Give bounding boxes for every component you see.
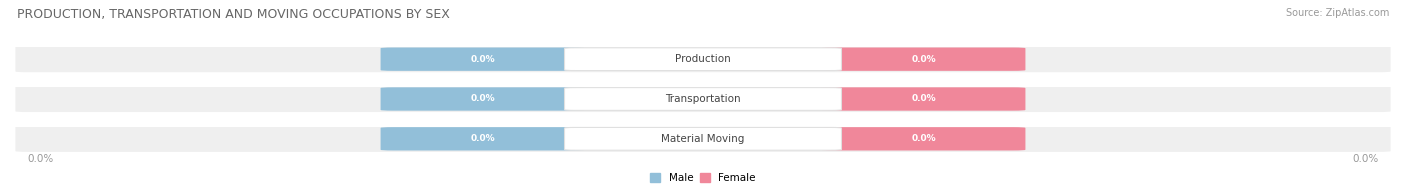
- Text: PRODUCTION, TRANSPORTATION AND MOVING OCCUPATIONS BY SEX: PRODUCTION, TRANSPORTATION AND MOVING OC…: [17, 8, 450, 21]
- FancyBboxPatch shape: [15, 86, 1391, 112]
- Text: 0.0%: 0.0%: [911, 55, 936, 64]
- Text: 0.0%: 0.0%: [1353, 154, 1378, 164]
- FancyBboxPatch shape: [381, 47, 585, 71]
- Text: Source: ZipAtlas.com: Source: ZipAtlas.com: [1285, 8, 1389, 18]
- FancyBboxPatch shape: [381, 127, 585, 151]
- Text: 0.0%: 0.0%: [28, 154, 53, 164]
- Text: 0.0%: 0.0%: [470, 94, 495, 103]
- FancyBboxPatch shape: [821, 127, 1025, 151]
- Text: 0.0%: 0.0%: [911, 94, 936, 103]
- FancyBboxPatch shape: [821, 87, 1025, 111]
- FancyBboxPatch shape: [381, 87, 585, 111]
- Legend: Male, Female: Male, Female: [650, 173, 756, 183]
- FancyBboxPatch shape: [821, 47, 1025, 71]
- FancyBboxPatch shape: [15, 46, 1391, 72]
- Text: Transportation: Transportation: [665, 94, 741, 104]
- FancyBboxPatch shape: [565, 48, 841, 71]
- FancyBboxPatch shape: [565, 88, 841, 110]
- Text: 0.0%: 0.0%: [470, 55, 495, 64]
- Text: 0.0%: 0.0%: [470, 134, 495, 143]
- Text: Production: Production: [675, 54, 731, 64]
- FancyBboxPatch shape: [565, 127, 841, 150]
- FancyBboxPatch shape: [15, 126, 1391, 152]
- Text: 0.0%: 0.0%: [911, 134, 936, 143]
- Text: Material Moving: Material Moving: [661, 134, 745, 144]
